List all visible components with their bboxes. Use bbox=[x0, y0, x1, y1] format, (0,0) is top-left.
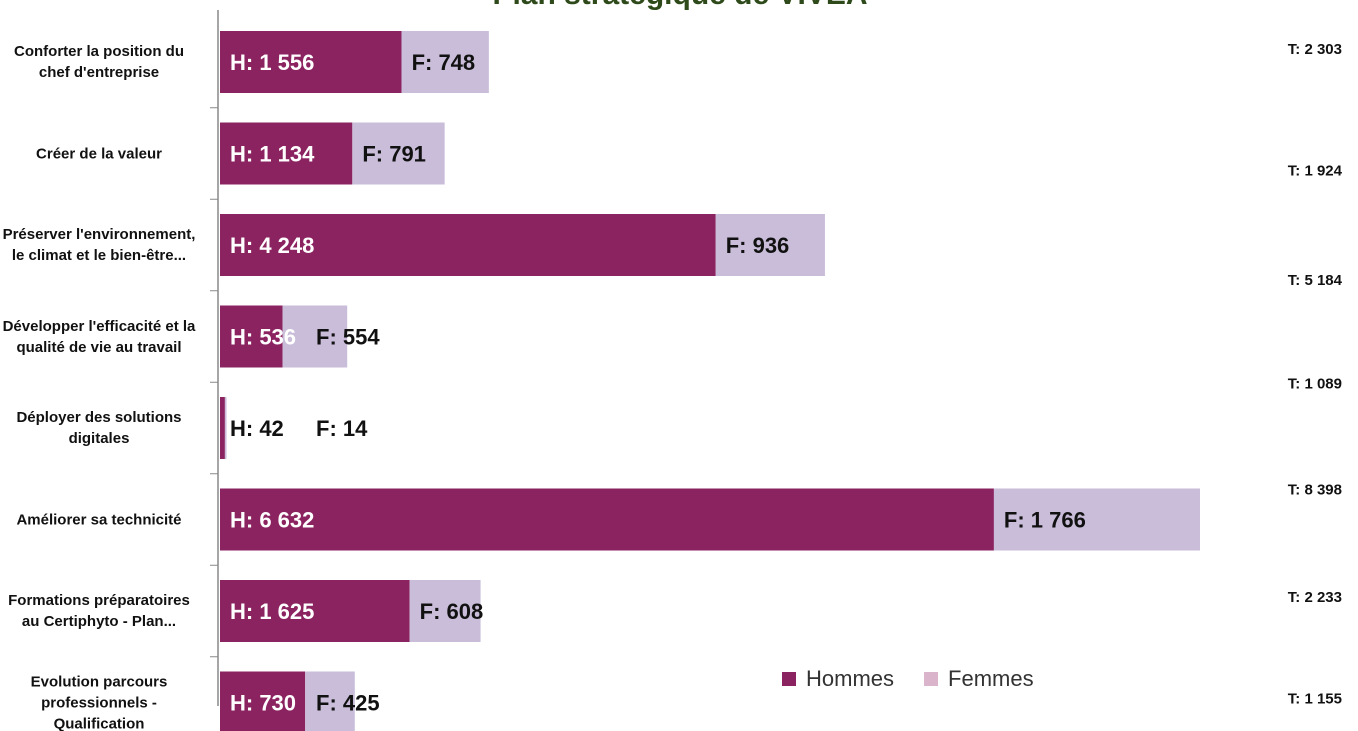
legend-label: Hommes bbox=[806, 666, 894, 691]
value-label: F: 425 bbox=[316, 690, 380, 715]
bar-segment bbox=[220, 671, 306, 731]
bar-segment bbox=[352, 122, 445, 185]
category-label: Conforter la position du chef d'entrepri… bbox=[14, 43, 184, 81]
bar-segment bbox=[224, 397, 227, 459]
bar-segment bbox=[282, 305, 348, 368]
value-label: H: 1 134 bbox=[230, 141, 315, 166]
value-label: H: 536 bbox=[230, 324, 296, 349]
bar-segment bbox=[220, 305, 283, 368]
bar-segment bbox=[220, 488, 994, 551]
value-label: F: 748 bbox=[412, 50, 476, 75]
total-label: T: 8 398 bbox=[1288, 481, 1342, 498]
total-label: T: 2 233 bbox=[1288, 589, 1342, 606]
value-label: H: 6 632 bbox=[230, 507, 314, 532]
total-label: T: 2 303 bbox=[1288, 41, 1342, 58]
bar-segment bbox=[220, 31, 402, 93]
total-label: T: 1 089 bbox=[1288, 375, 1342, 392]
category-label: Améliorer sa technicité bbox=[16, 511, 182, 528]
category-label: Créer de la valeur bbox=[36, 145, 162, 162]
value-label: H: 1 625 bbox=[230, 599, 314, 624]
bar-segment bbox=[220, 580, 410, 642]
bar-segment bbox=[305, 671, 355, 731]
bar-segment bbox=[220, 122, 353, 185]
legend-label: Femmes bbox=[948, 666, 1034, 691]
category-label: Formations préparatoires au Certiphyto -… bbox=[8, 592, 190, 630]
category-label: Préserver l'environnement, le climat et … bbox=[2, 226, 196, 264]
value-label: H: 4 248 bbox=[230, 233, 314, 258]
value-label: H: 730 bbox=[230, 690, 296, 715]
bar-segment bbox=[409, 580, 481, 642]
value-label: F: 14 bbox=[316, 416, 368, 441]
category-label: Développer l'efficacité et la qualité de… bbox=[2, 317, 196, 356]
legend-swatch bbox=[782, 672, 796, 686]
value-label: F: 554 bbox=[316, 324, 380, 349]
legend-swatch bbox=[924, 672, 939, 686]
value-label: F: 608 bbox=[420, 599, 484, 624]
bar-segment bbox=[715, 214, 825, 276]
bar-segment bbox=[220, 397, 225, 459]
category-label: Evolution parcours professionnels - Qual… bbox=[30, 673, 168, 731]
category-label: Déployer des solutions digitales bbox=[16, 409, 182, 447]
value-label: H: 1 556 bbox=[230, 50, 314, 75]
total-label: T: 1 924 bbox=[1288, 162, 1343, 179]
total-label: T: 1 155 bbox=[1288, 690, 1342, 707]
total-label: T: 5 184 bbox=[1288, 272, 1343, 289]
value-label: H: 42 bbox=[230, 416, 284, 441]
bar-segment bbox=[220, 214, 716, 276]
value-label: F: 791 bbox=[362, 141, 426, 166]
bar-segment bbox=[993, 488, 1200, 551]
bar-segment bbox=[401, 31, 489, 93]
chart-title: Plan stratégique de VIVEA bbox=[492, 0, 867, 11]
value-label: F: 1 766 bbox=[1004, 507, 1086, 532]
value-label: F: 936 bbox=[726, 233, 790, 258]
